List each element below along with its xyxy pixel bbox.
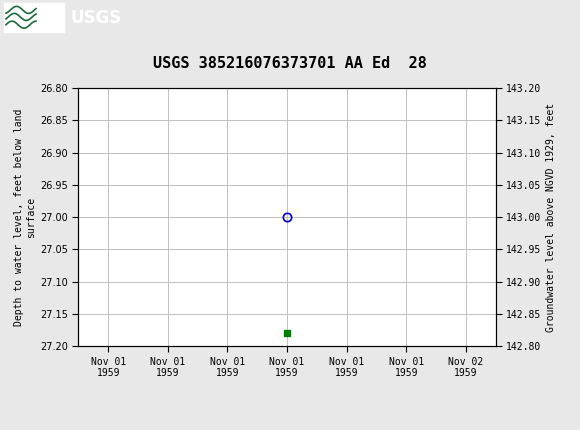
FancyBboxPatch shape <box>4 3 64 32</box>
Y-axis label: Depth to water level, feet below land
surface: Depth to water level, feet below land su… <box>14 108 36 326</box>
Text: USGS: USGS <box>70 9 121 27</box>
Text: USGS 385216076373701 AA Ed  28: USGS 385216076373701 AA Ed 28 <box>153 56 427 71</box>
Y-axis label: Groundwater level above NGVD 1929, feet: Groundwater level above NGVD 1929, feet <box>546 103 556 332</box>
